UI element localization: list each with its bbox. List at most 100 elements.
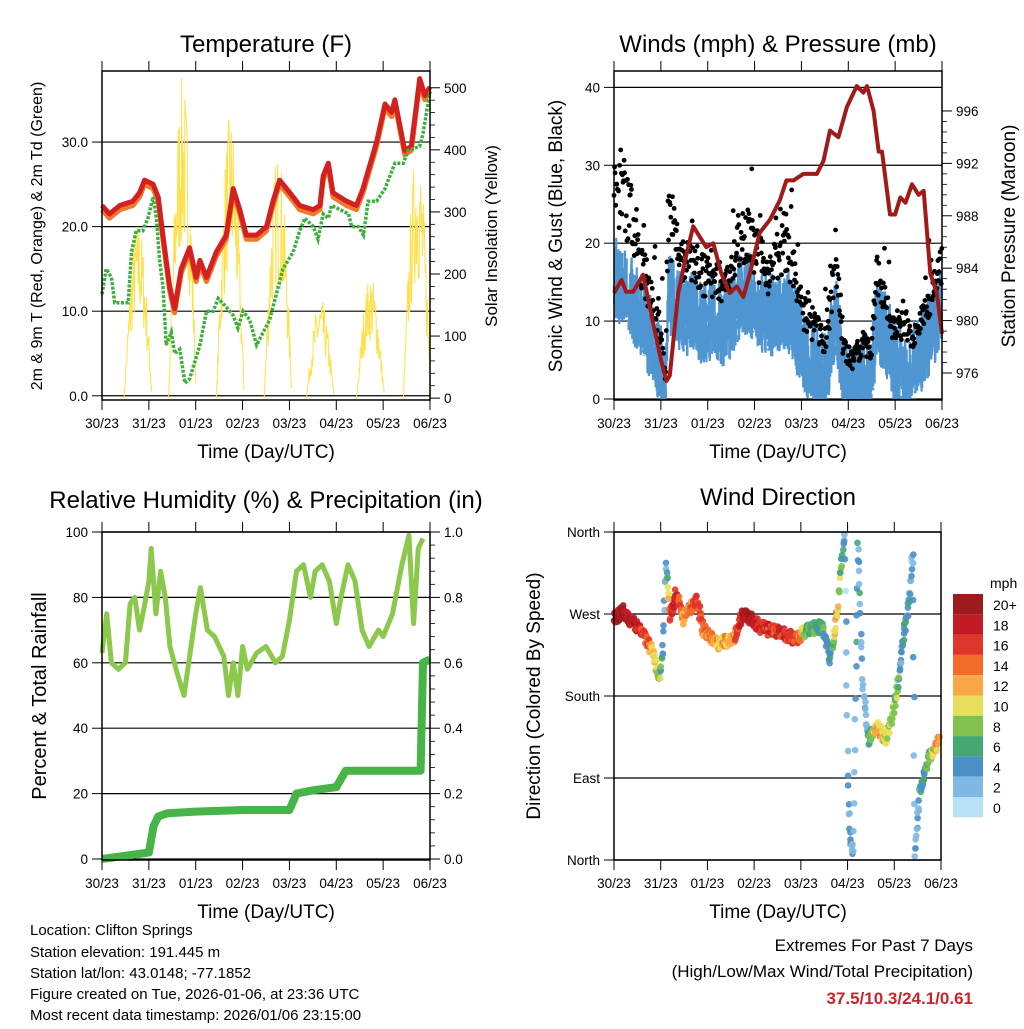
direction-point <box>660 622 667 629</box>
plot-frame <box>101 531 431 861</box>
gust-point <box>734 250 739 256</box>
x-tick-label: 04/23 <box>831 416 865 431</box>
gust-point <box>765 291 771 297</box>
y-tick-label: 20 <box>73 787 88 802</box>
gust-point <box>644 257 650 263</box>
gust-point <box>705 255 711 261</box>
gust-point <box>639 247 645 253</box>
y-tick-label: South <box>565 689 600 704</box>
gust-point <box>804 329 810 334</box>
gust-point <box>790 283 796 289</box>
direction-point <box>843 618 850 625</box>
gust-point <box>846 353 851 358</box>
gust-point <box>629 187 634 192</box>
direction-point <box>840 546 847 554</box>
direction-point <box>859 681 867 689</box>
gust-point <box>670 194 675 200</box>
gust-point <box>769 267 774 273</box>
gust-point <box>689 218 695 224</box>
colorbar-label: 12 <box>993 678 1009 694</box>
winds-xlabel: Time (Day/UTC) <box>709 442 847 463</box>
gust-point <box>846 344 852 350</box>
gust-point <box>674 228 679 234</box>
info-recent: Most recent data timestamp: 2026/01/06 2… <box>30 1007 361 1024</box>
x-tick-label: 05/23 <box>366 876 400 891</box>
gust-point <box>809 337 815 343</box>
colorbar-swatch <box>953 736 983 757</box>
direction-point <box>862 698 869 706</box>
gust-point <box>774 231 780 237</box>
y-tick-label: 20 <box>585 236 600 251</box>
gust-point <box>855 338 860 344</box>
x-tick-label: 02/23 <box>226 416 260 431</box>
gust-point <box>923 275 928 281</box>
colorbar-label: 14 <box>993 658 1009 674</box>
direction-point <box>909 559 917 567</box>
y-tick-label-right: 0.2 <box>444 787 463 802</box>
gust-point <box>824 335 829 340</box>
gust-point <box>730 208 736 214</box>
y-tick-label: 30 <box>585 158 600 173</box>
gust-point <box>793 280 799 285</box>
gust-point <box>659 276 665 281</box>
gust-point <box>641 222 647 228</box>
y-tick-label-right: 0.6 <box>444 656 463 671</box>
solar-insolation-line <box>123 226 153 399</box>
info-location: Location: Clifton Springs <box>30 922 193 939</box>
gust-point <box>699 256 705 262</box>
direction-point <box>838 562 846 570</box>
direction-point <box>898 648 905 656</box>
gust-point <box>635 237 641 243</box>
gust-point <box>758 250 764 256</box>
gust-point <box>897 317 903 323</box>
direction-point <box>832 624 839 632</box>
wind-direction-panel: North East South West North 30/23 31/23 01/23 02… <box>565 522 958 891</box>
gust-point <box>773 215 779 221</box>
gust-point <box>899 310 905 315</box>
direction-point <box>826 659 833 667</box>
gust-point <box>749 166 755 172</box>
direction-point <box>665 589 672 597</box>
gust-point <box>625 236 631 242</box>
solar-insolation-line <box>305 302 335 399</box>
gust-point <box>886 259 892 265</box>
gust-point <box>708 247 714 253</box>
y-tick-label: 80 <box>73 590 88 605</box>
gust-point <box>694 243 700 249</box>
x-tick-label: 05/23 <box>366 416 400 431</box>
y-tick-label-right: 0.4 <box>444 721 463 736</box>
gust-point <box>656 295 661 301</box>
gust-point <box>772 245 778 251</box>
gust-point <box>894 308 900 314</box>
direction-point <box>843 711 851 719</box>
x-tick-label: 06/23 <box>413 876 447 891</box>
direction-xlabel: Time (Day/UTC) <box>709 902 847 923</box>
gust-point <box>840 350 846 356</box>
gust-point <box>617 162 623 168</box>
direction-point <box>934 740 942 747</box>
gust-point <box>654 306 660 311</box>
gust-point <box>731 239 737 244</box>
solar-insolation-line <box>215 119 245 399</box>
gust-point <box>649 285 655 291</box>
gust-point <box>623 213 629 219</box>
direction-point <box>662 559 670 567</box>
gust-point <box>824 307 830 313</box>
direction-point <box>920 776 927 783</box>
gust-point <box>618 147 624 153</box>
gust-point <box>924 304 930 310</box>
x-tick-label: 06/23 <box>924 876 958 891</box>
direction-point <box>908 565 916 573</box>
gust-point <box>652 255 657 260</box>
gust-point <box>766 270 772 276</box>
temperature-title: Temperature (F) <box>180 31 352 58</box>
direction-point <box>889 715 896 722</box>
gust-point <box>838 319 844 324</box>
direction-point <box>696 602 704 610</box>
gust-point <box>929 297 935 303</box>
gust-point <box>791 249 797 255</box>
info-elevation: Station elevation: 191.445 m <box>30 944 220 961</box>
y-tick-label-right: 200 <box>444 267 467 282</box>
direction-point <box>857 638 865 646</box>
direction-point <box>845 801 853 808</box>
